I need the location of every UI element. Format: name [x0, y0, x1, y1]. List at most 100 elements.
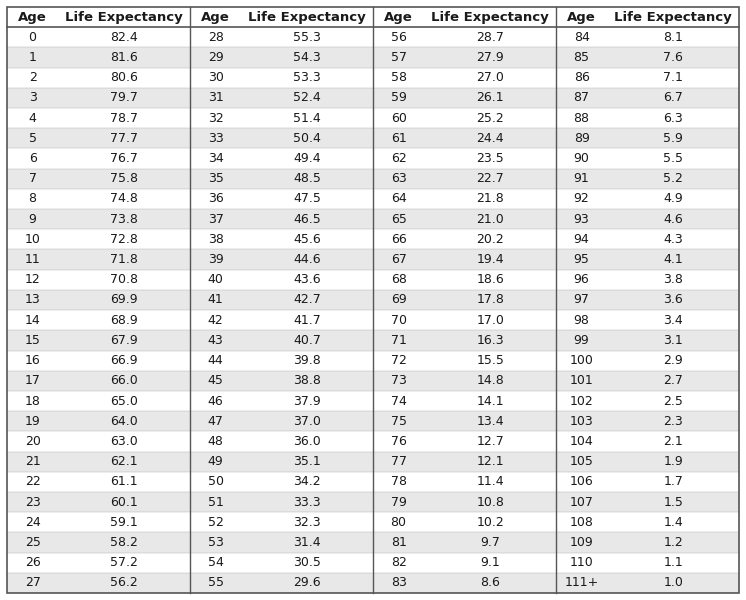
Text: 14.8: 14.8 [476, 374, 504, 388]
Text: 79.7: 79.7 [110, 91, 138, 104]
Text: 93: 93 [574, 212, 589, 226]
Text: 64: 64 [391, 193, 407, 205]
Text: 37.0: 37.0 [293, 415, 321, 428]
Text: 12.1: 12.1 [476, 455, 504, 468]
Text: 65: 65 [391, 212, 407, 226]
Text: 3: 3 [28, 91, 37, 104]
Text: 2: 2 [28, 71, 37, 84]
Text: 16: 16 [25, 354, 40, 367]
Text: 108: 108 [570, 516, 594, 529]
Text: 95: 95 [574, 253, 589, 266]
Text: 21.0: 21.0 [476, 212, 504, 226]
Text: 91: 91 [574, 172, 589, 185]
Text: 41: 41 [207, 293, 224, 307]
Bar [7, 209, 739, 229]
Bar [7, 492, 739, 512]
Text: 15.5: 15.5 [476, 354, 504, 367]
Text: 5.2: 5.2 [663, 172, 683, 185]
Text: 31.4: 31.4 [293, 536, 321, 549]
Text: 53: 53 [207, 536, 224, 549]
Text: 42.7: 42.7 [293, 293, 321, 307]
Text: 14.1: 14.1 [476, 395, 504, 407]
Text: 6: 6 [28, 152, 37, 165]
Text: 7: 7 [28, 172, 37, 185]
Text: 71: 71 [391, 334, 407, 347]
Text: 111+: 111+ [565, 577, 599, 589]
Text: 34: 34 [207, 152, 224, 165]
Text: 37.9: 37.9 [293, 395, 321, 407]
Text: 74: 74 [391, 395, 407, 407]
Text: 77: 77 [391, 455, 407, 468]
Text: 3.6: 3.6 [663, 293, 683, 307]
Text: 1.4: 1.4 [663, 516, 683, 529]
Text: 43.6: 43.6 [293, 273, 321, 286]
Text: 48: 48 [207, 435, 224, 448]
Text: 39.8: 39.8 [293, 354, 321, 367]
Text: 35.1: 35.1 [293, 455, 321, 468]
Text: Life Expectancy: Life Expectancy [65, 11, 183, 23]
Bar [7, 128, 739, 148]
Text: 10.8: 10.8 [476, 496, 504, 509]
Text: 14: 14 [25, 314, 40, 327]
Text: 4.3: 4.3 [663, 233, 683, 246]
Text: 52.4: 52.4 [293, 91, 321, 104]
Text: 102: 102 [570, 395, 594, 407]
Text: 27.0: 27.0 [476, 71, 504, 84]
Text: 28.7: 28.7 [476, 31, 504, 44]
Text: 38.8: 38.8 [293, 374, 321, 388]
Text: 33: 33 [207, 132, 224, 145]
Text: 82.4: 82.4 [110, 31, 138, 44]
Text: 31: 31 [207, 91, 224, 104]
Text: 8.1: 8.1 [663, 31, 683, 44]
Text: 57.2: 57.2 [110, 556, 138, 569]
Text: 8.6: 8.6 [480, 577, 500, 589]
Text: 75: 75 [391, 415, 407, 428]
Text: 36: 36 [207, 193, 224, 205]
Text: 2.7: 2.7 [663, 374, 683, 388]
Text: 78.7: 78.7 [110, 112, 138, 125]
Text: 96: 96 [574, 273, 589, 286]
Text: 99: 99 [574, 334, 589, 347]
Text: 0: 0 [28, 31, 37, 44]
Text: 85: 85 [574, 51, 589, 64]
Text: 19: 19 [25, 415, 40, 428]
Text: Age: Age [567, 11, 596, 23]
Text: 3.4: 3.4 [663, 314, 683, 327]
Text: 30.5: 30.5 [293, 556, 321, 569]
Text: 50.4: 50.4 [293, 132, 321, 145]
Text: 23.5: 23.5 [476, 152, 504, 165]
Text: 9: 9 [28, 212, 37, 226]
Text: 53.3: 53.3 [293, 71, 321, 84]
Text: 76.7: 76.7 [110, 152, 138, 165]
Text: 67: 67 [391, 253, 407, 266]
Text: 100: 100 [570, 354, 594, 367]
Text: 4.9: 4.9 [663, 193, 683, 205]
Text: 33.3: 33.3 [293, 496, 321, 509]
Text: 3.8: 3.8 [663, 273, 683, 286]
Text: 110: 110 [570, 556, 594, 569]
Text: 55.3: 55.3 [293, 31, 321, 44]
Text: 55: 55 [207, 577, 224, 589]
Text: 56: 56 [391, 31, 407, 44]
Text: 7.6: 7.6 [663, 51, 683, 64]
Bar [7, 88, 739, 108]
Text: 9.7: 9.7 [480, 536, 500, 549]
Text: 17.0: 17.0 [476, 314, 504, 327]
Text: 43: 43 [207, 334, 224, 347]
Text: 42: 42 [207, 314, 224, 327]
Bar [7, 573, 739, 593]
Text: 2.5: 2.5 [663, 395, 683, 407]
Bar [7, 371, 739, 391]
Text: 75.8: 75.8 [110, 172, 138, 185]
Text: 4.1: 4.1 [663, 253, 683, 266]
Text: 81.6: 81.6 [110, 51, 138, 64]
Text: 52: 52 [207, 516, 224, 529]
Text: 8: 8 [28, 193, 37, 205]
Text: 44: 44 [207, 354, 224, 367]
Text: 63.0: 63.0 [110, 435, 138, 448]
Text: 54: 54 [207, 556, 224, 569]
Text: 72: 72 [391, 354, 407, 367]
Text: 69: 69 [391, 293, 407, 307]
Text: 24: 24 [25, 516, 40, 529]
Text: 13: 13 [25, 293, 40, 307]
